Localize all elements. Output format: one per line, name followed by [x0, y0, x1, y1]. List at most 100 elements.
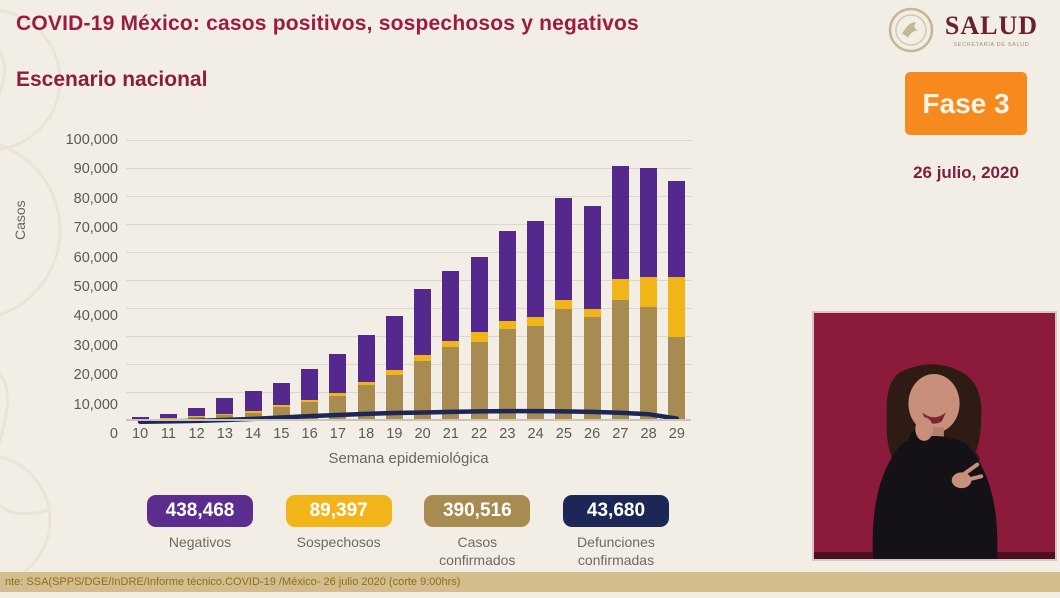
y-tick-label: 0	[109, 426, 118, 442]
bar-stack	[668, 180, 686, 420]
x-tick-label: 28	[640, 426, 657, 442]
y-tick-label: 20,000	[73, 367, 118, 384]
bar-stack	[640, 168, 658, 420]
segment-negativos	[385, 316, 403, 371]
y-tick-label: 70,000	[73, 220, 118, 237]
gridline	[126, 196, 691, 197]
bar-week-19	[380, 140, 408, 420]
x-tick-label: 22	[471, 426, 488, 442]
y-tick-label: 40,000	[73, 308, 118, 325]
x-tick-label: 11	[160, 426, 176, 442]
x-tick-label: 27	[612, 426, 629, 442]
gridline	[126, 280, 691, 281]
source-footer: nte: SSA(SPPS/DGE/InDRE/Informe técnico.…	[0, 572, 1060, 592]
segment-sospechosos	[385, 370, 403, 375]
x-tick-label: 26	[584, 426, 601, 442]
segment-casos-confirmados	[611, 300, 629, 420]
segment-casos-confirmados	[329, 395, 347, 420]
segment-sospechosos	[583, 308, 601, 318]
segment-casos-confirmados	[527, 325, 545, 420]
bar-stack	[385, 316, 403, 420]
y-tick-label: 30,000	[73, 337, 118, 354]
segment-negativos	[555, 198, 573, 301]
x-tick-label: 24	[527, 426, 544, 442]
segment-negativos	[301, 368, 319, 401]
segment-negativos	[527, 221, 545, 318]
segment-casos-confirmados	[640, 307, 658, 420]
bar-week-14	[239, 140, 267, 420]
legend-value-badge: 438,468	[147, 495, 253, 527]
bar-week-16	[296, 140, 324, 420]
segment-negativos	[357, 334, 375, 382]
bar-week-27	[606, 140, 634, 420]
bar-stack	[442, 271, 460, 420]
bar-week-25	[550, 140, 578, 420]
gridline	[126, 168, 691, 169]
legend-item-sospechosos: 89,397 Sospechosos	[277, 495, 401, 569]
chart-legend: 438,468 Negativos 89,397 Sospechosos 390,516…	[138, 495, 678, 569]
source-text: nte: SSA(SPPS/DGE/InDRE/Informe técnico.…	[5, 576, 461, 588]
bar-series	[126, 140, 691, 420]
segment-negativos	[442, 271, 460, 341]
bar-week-21	[437, 140, 465, 420]
segment-negativos	[272, 383, 290, 406]
y-tick-label: 10,000	[73, 396, 118, 413]
legend-label: Defunciones confirmadas	[577, 534, 655, 568]
bar-week-20	[409, 140, 437, 420]
legend-item-casos-confirmados: 390,516 Casos confirmados	[415, 495, 539, 569]
x-tick-label: 29	[668, 426, 685, 442]
segment-negativos	[216, 398, 234, 414]
x-axis-line	[126, 419, 691, 421]
segment-negativos	[611, 165, 629, 279]
logo-name: SALUD	[944, 10, 1038, 40]
bar-stack	[414, 289, 432, 420]
segment-casos-confirmados	[555, 308, 573, 420]
bar-stack	[555, 198, 573, 420]
segment-negativos	[414, 289, 432, 356]
x-tick-label: 13	[216, 426, 233, 442]
bar-stack	[216, 398, 234, 420]
interpreter-figure	[814, 313, 1055, 559]
phase-badge: Fase 3	[905, 72, 1027, 135]
segment-sospechosos	[442, 340, 460, 348]
bar-week-28	[635, 140, 663, 420]
salud-logo: SALUD SECRETARÍA DE SALUD	[887, 6, 1038, 54]
segment-sospechosos	[555, 300, 573, 309]
x-tick-label: 18	[358, 426, 375, 442]
x-tick-label: 15	[273, 426, 290, 442]
page-subtitle: Escenario nacional	[16, 68, 208, 91]
y-axis-ticks: 100,000 90,000 80,000 70,000 60,000 50,000 40,…	[30, 132, 118, 442]
segment-negativos	[640, 168, 658, 277]
bar-week-11	[154, 140, 182, 420]
bar-stack	[583, 206, 601, 420]
x-tick-label: 25	[555, 426, 572, 442]
x-tick-label: 17	[329, 426, 346, 442]
segment-negativos	[470, 256, 488, 332]
page-title: COVID-19 México: casos positivos, sospec…	[16, 12, 639, 35]
x-tick-label: 21	[442, 426, 459, 442]
segment-casos-confirmados	[498, 329, 516, 420]
x-tick-label: 14	[245, 426, 262, 442]
bar-stack	[244, 391, 262, 420]
gridline	[126, 364, 691, 365]
y-tick-label: 50,000	[73, 279, 118, 295]
legend-label: Negativos	[168, 534, 232, 550]
bar-week-18	[352, 140, 380, 420]
segment-negativos	[329, 353, 347, 394]
segment-sospechosos	[329, 393, 347, 396]
segment-sospechosos	[611, 278, 629, 301]
bar-stack	[470, 256, 488, 420]
y-axis-label: Casos	[12, 200, 28, 240]
bar-week-29	[663, 140, 691, 420]
bar-week-26	[578, 140, 606, 420]
gridline	[126, 308, 691, 309]
segment-casos-confirmados	[583, 317, 601, 420]
bar-stack	[272, 383, 290, 420]
segment-casos-confirmados	[357, 384, 375, 420]
plot-area	[126, 140, 691, 424]
x-tick-label: 19	[386, 426, 403, 442]
gridline	[126, 140, 691, 141]
segment-sospechosos	[498, 320, 516, 329]
legend-item-defunciones-confirmadas: 43,680 Defunciones confirmadas	[554, 495, 678, 569]
bar-week-22	[465, 140, 493, 420]
